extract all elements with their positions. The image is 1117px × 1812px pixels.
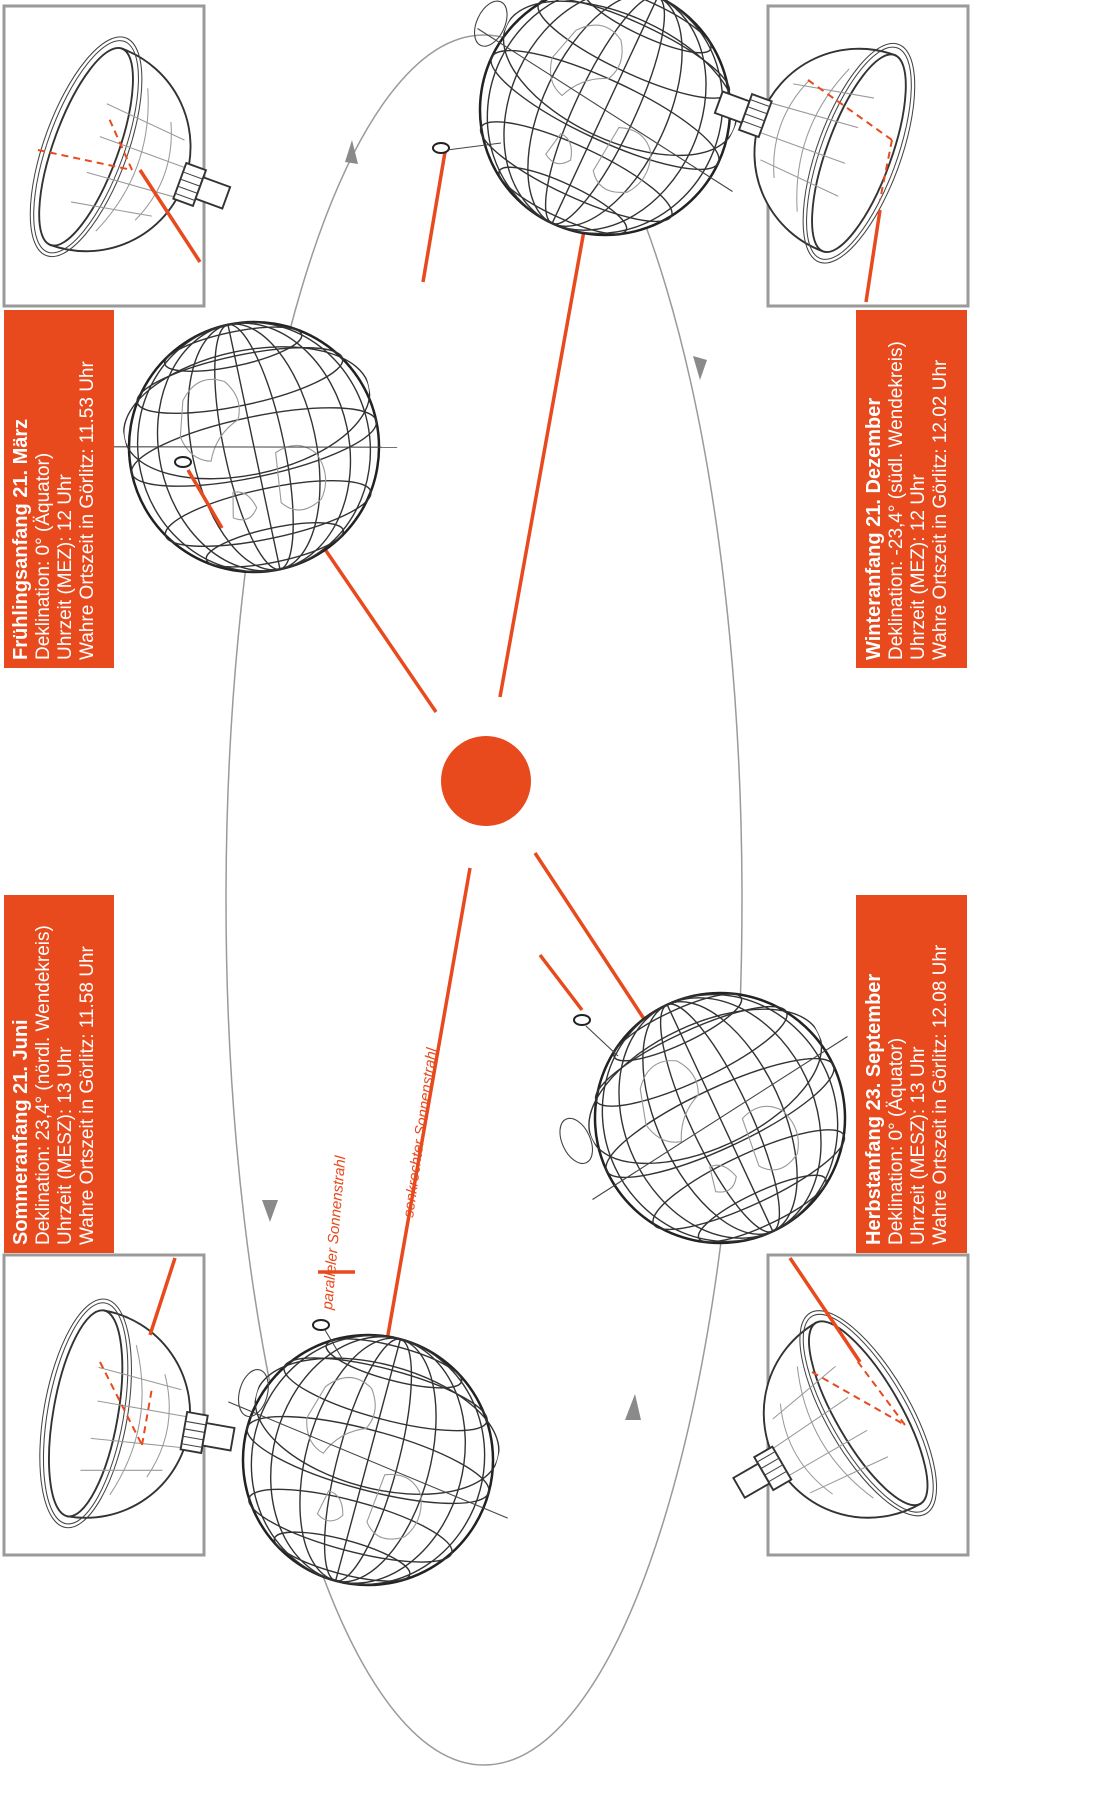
season-box-winter: Winteranfang 21. Dezember Deklination: -… bbox=[856, 310, 967, 668]
autumn-clock: Uhrzeit (MESZ): 13 Uhr bbox=[908, 1046, 929, 1245]
winter-title: Winteranfang 21. Dezember bbox=[863, 398, 885, 660]
season-box-summer: Sommeranfang 21. Juni Deklination: 23,4°… bbox=[4, 895, 114, 1253]
season-box-spring: Frühlingsanfang 21. März Deklination: 0°… bbox=[4, 310, 114, 668]
sundial-icon bbox=[432, 142, 502, 154]
summer-clock: Uhrzeit (MESZ): 13 Uhr bbox=[55, 1046, 76, 1245]
summer-title: Sommeranfang 21. Juni bbox=[10, 1019, 32, 1245]
summer-local-time: Wahre Ortszeit in Görlitz: 11.58 Uhr bbox=[77, 946, 98, 1245]
winter-declination: Deklination: -23,4° (südl. Wendekreis) bbox=[886, 341, 907, 660]
ray-summer bbox=[383, 867, 472, 1353]
sundial-icon bbox=[573, 1014, 619, 1057]
globe-autumn bbox=[528, 941, 909, 1296]
globe-summer bbox=[191, 1300, 545, 1619]
orbit-arrow-icon bbox=[262, 140, 707, 1420]
inset-autumn bbox=[680, 1253, 970, 1590]
inset-summer bbox=[2, 1253, 254, 1557]
inset-winter bbox=[678, 0, 970, 308]
autumn-declination: Deklination: 0° (Äquator) bbox=[886, 1038, 907, 1245]
sundial-icon bbox=[174, 456, 192, 468]
spring-declination: Deklination: 0° (Äquator) bbox=[33, 453, 54, 660]
sun-icon bbox=[441, 736, 531, 826]
autumn-title: Herbstanfang 23. September bbox=[863, 974, 885, 1245]
globe-winter bbox=[413, 0, 794, 287]
autumn-local-time: Wahre Ortszeit in Görlitz: 12.08 Uhr bbox=[930, 944, 951, 1245]
perpendicular-ray-label: senkrechter Sonnenstrahl bbox=[400, 1046, 441, 1218]
orbit-path bbox=[225, 34, 743, 1766]
sundial-icon bbox=[312, 1319, 344, 1361]
parallel-ray-label: paralleler Sonnenstrahl bbox=[319, 1155, 350, 1312]
ray-winter-parallel bbox=[421, 151, 447, 283]
spring-title: Frühlingsanfang 21. März bbox=[10, 419, 32, 660]
ray-autumn bbox=[533, 852, 650, 1026]
spring-local-time: Wahre Ortszeit in Görlitz: 11.53 Uhr bbox=[77, 361, 98, 660]
summer-declination: Deklination: 23,4° (nördl. Wendekreis) bbox=[33, 925, 54, 1245]
winter-clock: Uhrzeit (MEZ): 12 Uhr bbox=[908, 474, 929, 660]
ray-winter bbox=[498, 224, 587, 698]
spring-clock: Uhrzeit (MEZ): 12 Uhr bbox=[55, 474, 76, 660]
ray-autumn-parallel bbox=[538, 953, 584, 1012]
ray-spring-local bbox=[186, 469, 224, 529]
winter-local-time: Wahre Ortszeit in Görlitz: 12.02 Uhr bbox=[930, 359, 951, 660]
inset-spring bbox=[2, 4, 267, 308]
season-box-autumn: Herbstanfang 23. September Deklination: … bbox=[856, 895, 967, 1253]
globe-spring bbox=[83, 296, 417, 604]
